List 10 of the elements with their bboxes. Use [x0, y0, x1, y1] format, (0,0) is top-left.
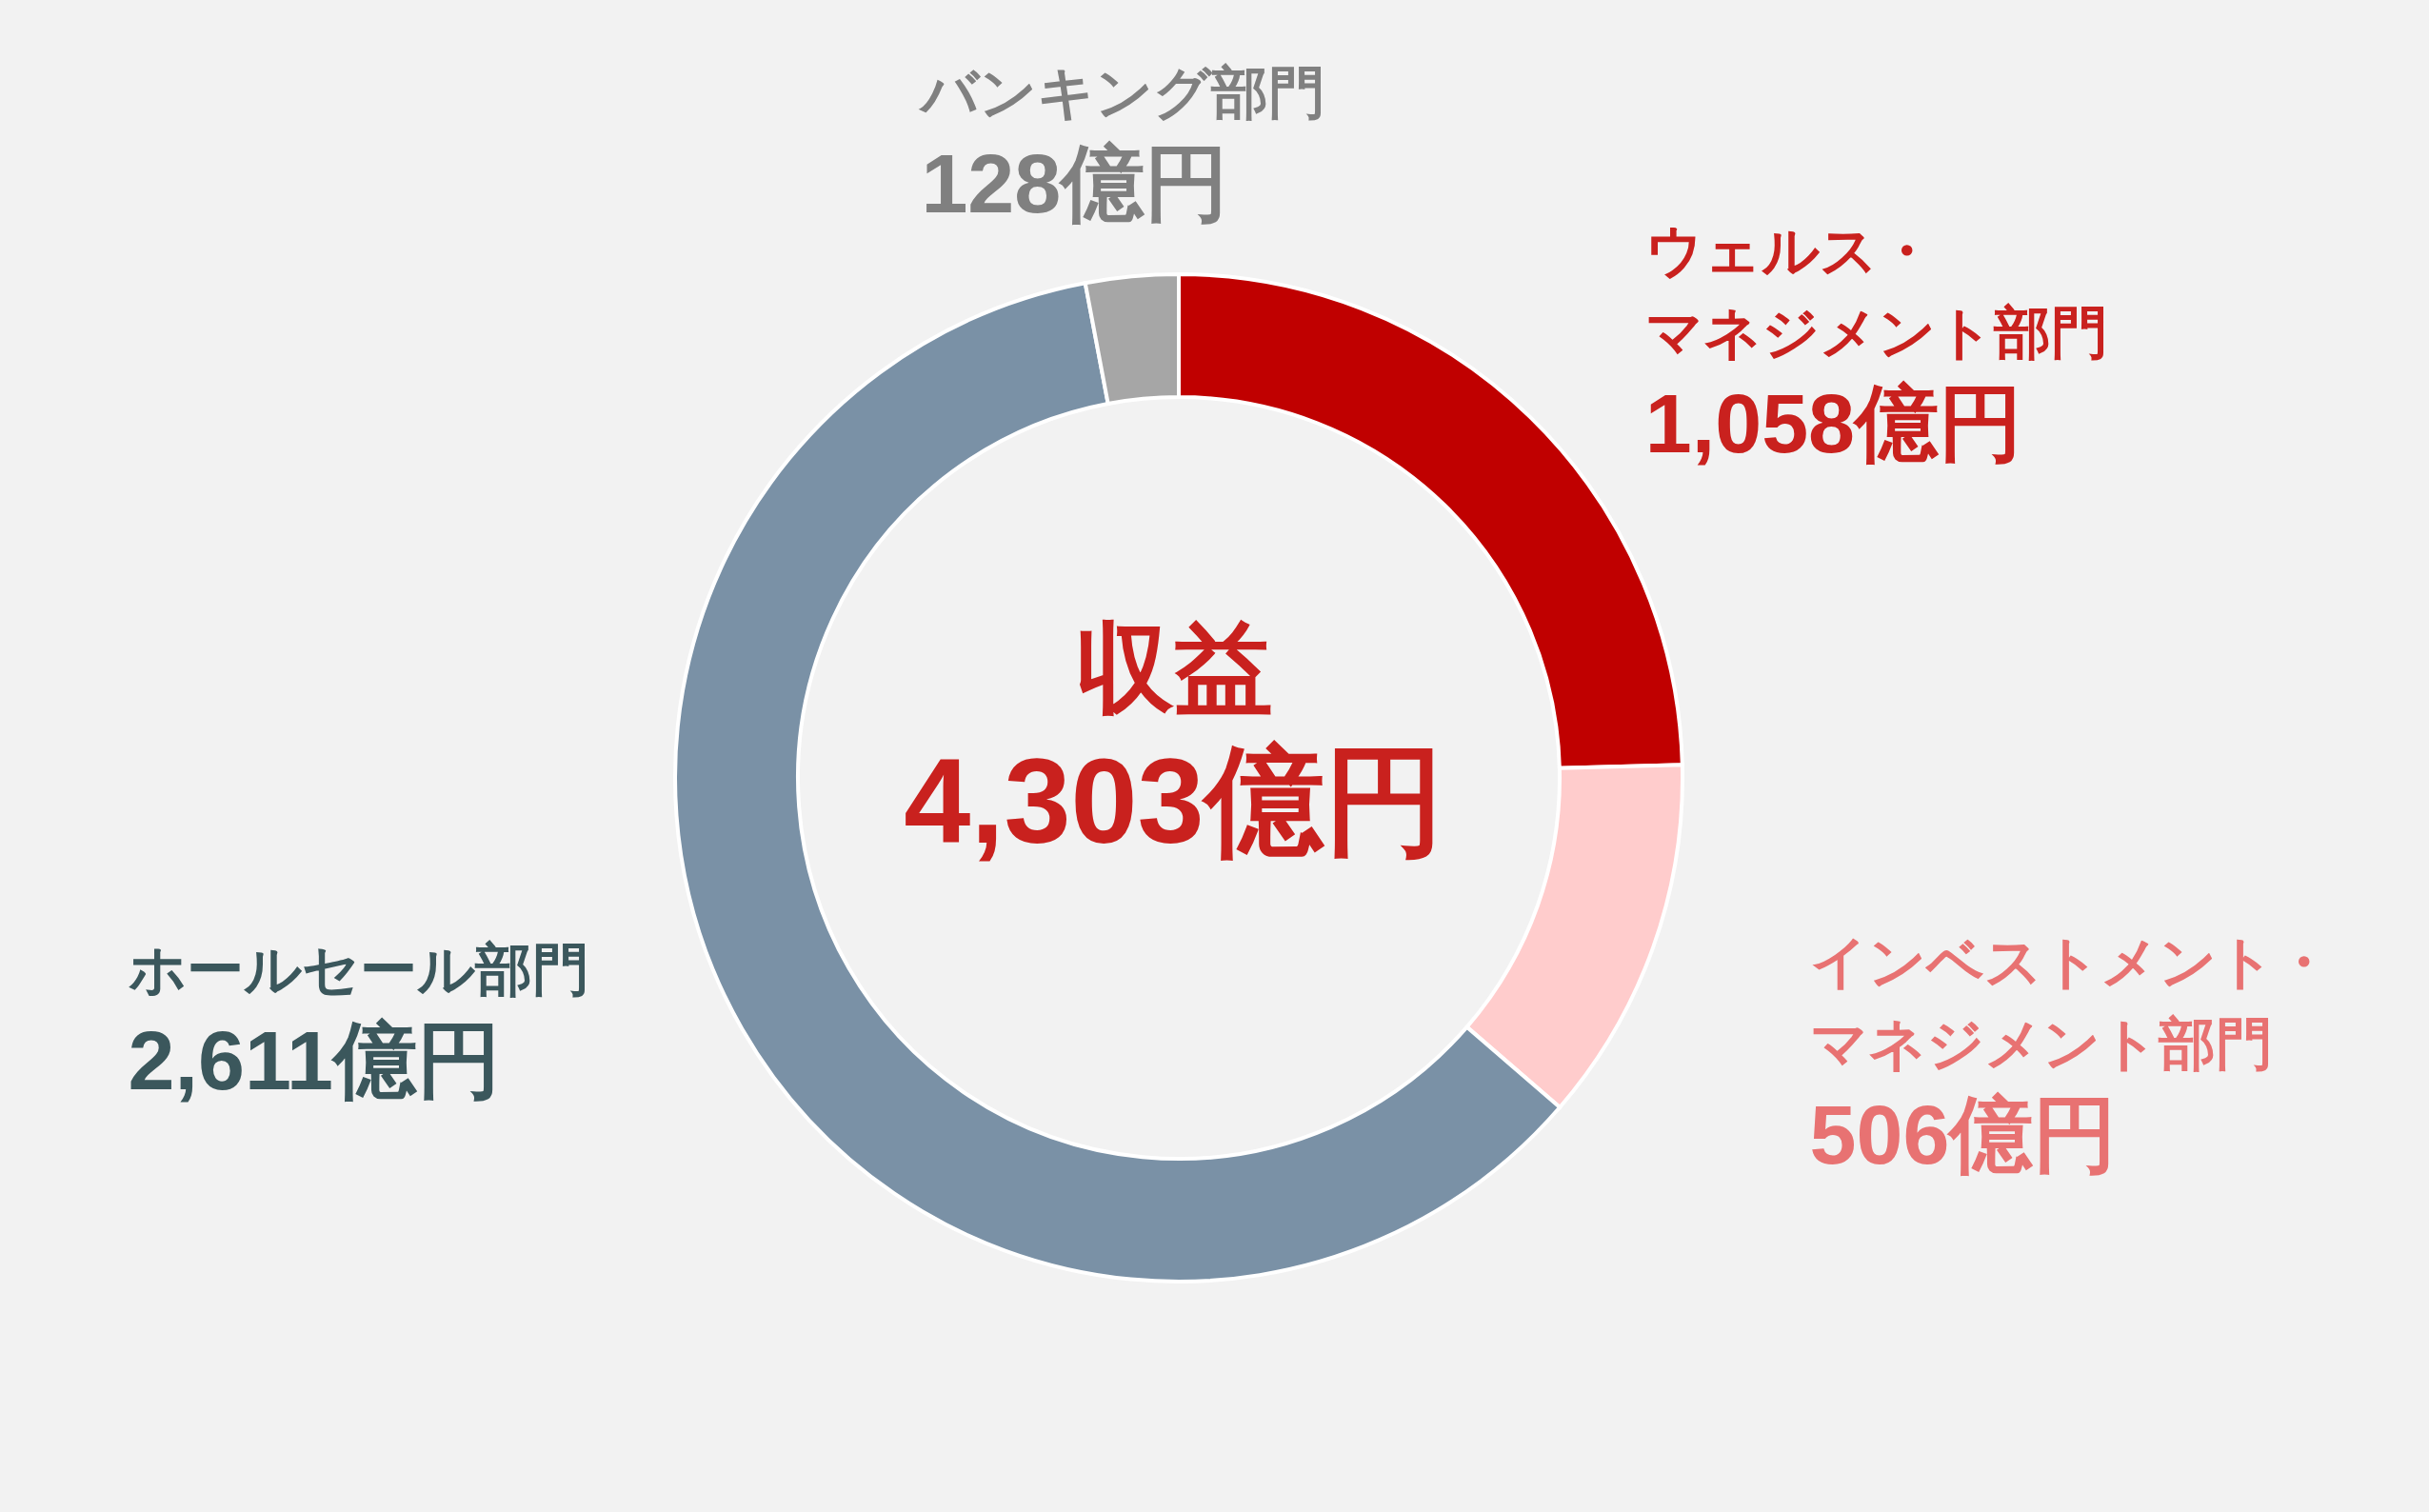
slice-label: インベストメント・マネジメント部門 — [1809, 929, 2332, 1078]
text: 4,303億円 — [904, 733, 1444, 870]
slice-label: ホールセール部門 — [128, 936, 589, 1004]
data-label: 128億円 — [921, 135, 1230, 233]
data-label: 1,058億円 — [1644, 375, 2023, 473]
slice-label: ウェルス・マネジメント部門 — [1644, 218, 2108, 368]
slice-label: バンキング部門 — [921, 60, 1326, 128]
data-label: 2,611億円 — [128, 1011, 502, 1109]
data-label: 506億円 — [1809, 1086, 2119, 1184]
text: 収益 — [1074, 612, 1274, 726]
